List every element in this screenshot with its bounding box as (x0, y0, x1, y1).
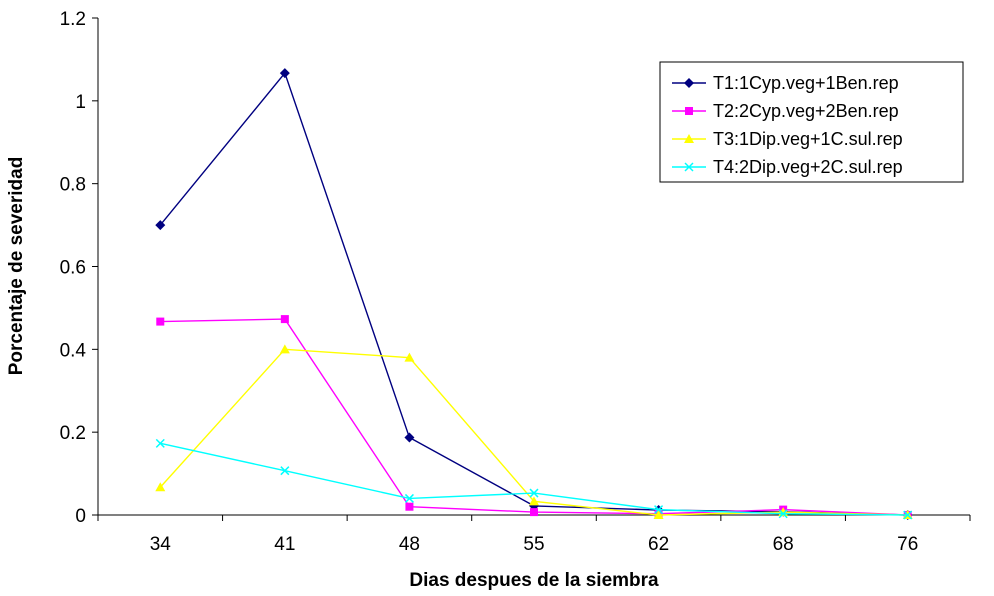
y-tick-label: 0 (75, 506, 86, 527)
x-tick-label: 41 (274, 534, 295, 555)
data-point (653, 510, 664, 519)
data-point (279, 344, 290, 354)
x-axis-title: Dias despues de la siembra (409, 570, 659, 591)
y-tick-label: 0.2 (60, 423, 86, 444)
data-point (155, 438, 165, 448)
y-ticks: 0 0.2 0.4 0.6 0.8 1 1.2 (60, 9, 98, 527)
series-4 (155, 438, 913, 520)
series-layer (155, 68, 913, 520)
y-tick-label: 1.2 (60, 9, 86, 30)
x-tick-label: 48 (399, 534, 420, 555)
x-tick-label: 62 (648, 534, 669, 555)
legend-item: T4:2Dip.veg+2C.sul.rep (672, 157, 903, 177)
legend-box (659, 61, 964, 183)
data-point (156, 317, 165, 326)
legend-label: T4:2Dip.veg+2C.sul.rep (713, 157, 903, 177)
data-point (155, 482, 166, 492)
legend-item: T3:1Dip.veg+1C.sul.rep (672, 129, 903, 149)
x-ticks: 34 41 48 55 62 68 76 (97, 515, 971, 555)
data-point (529, 488, 539, 498)
legend-marker (685, 107, 693, 115)
data-point (404, 493, 414, 503)
data-point (654, 505, 664, 515)
legend-marker (684, 162, 694, 172)
data-point (405, 502, 414, 511)
data-point (279, 68, 290, 79)
data-point (778, 509, 788, 519)
data-point (280, 315, 289, 324)
data-point (155, 220, 166, 231)
y-axis-title: Porcentaje de severidad (6, 157, 27, 376)
legend-label: T3:1Dip.veg+1C.sul.rep (713, 129, 903, 149)
x-tick-label: 55 (523, 534, 544, 555)
x-tick-label: 76 (897, 534, 918, 555)
legend-item: T1:1Cyp.veg+1Ben.rep (672, 73, 899, 93)
legend-label: T1:1Cyp.veg+1Ben.rep (713, 73, 899, 93)
data-point (530, 508, 538, 517)
data-point (280, 466, 290, 476)
data-point (404, 432, 415, 443)
x-tick-label: 34 (150, 534, 172, 555)
y-tick-label: 0.4 (60, 340, 87, 361)
x-tick-label: 68 (773, 534, 794, 555)
legend-item: T2:2Cyp.veg+2Ben.rep (672, 101, 899, 121)
y-tick-label: 0.6 (60, 258, 86, 279)
y-tick-label: 0.8 (60, 175, 86, 196)
data-point (903, 510, 913, 520)
series-line (159, 348, 908, 516)
legend-label: T2:2Cyp.veg+2Ben.rep (713, 101, 899, 121)
series-2 (156, 315, 912, 519)
data-point (529, 496, 539, 506)
y-tick-label: 1 (75, 92, 86, 113)
legend: T1:1Cyp.veg+1Ben.rep T2:2Cyp.veg+2Ben.rep… (659, 61, 964, 183)
data-point (404, 352, 415, 362)
legend-marker (684, 78, 694, 88)
legend-marker (684, 134, 694, 143)
series-line (160, 318, 908, 516)
